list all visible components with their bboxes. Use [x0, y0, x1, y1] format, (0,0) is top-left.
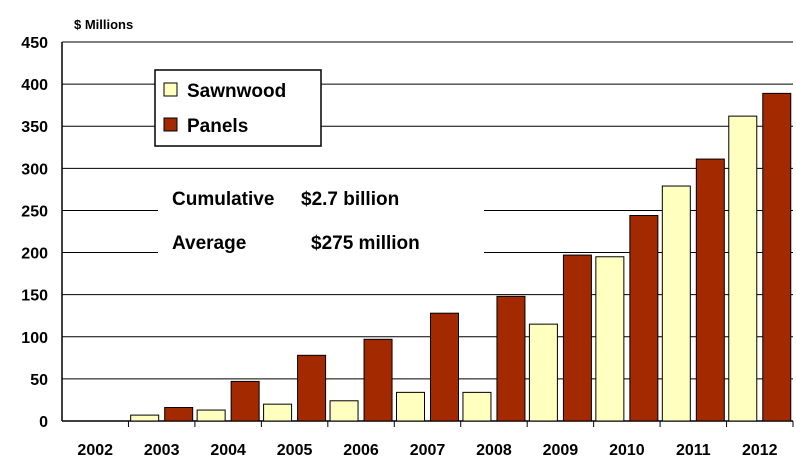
bar-sawnwood-2003	[130, 414, 160, 422]
x-tick-label: 2003	[144, 442, 180, 459]
legend-box	[154, 69, 322, 147]
x-tick-label: 2008	[476, 442, 512, 459]
y-tick-label: 300	[21, 161, 48, 178]
bar-sawnwood-2006	[329, 400, 359, 422]
bar-panels-2006	[363, 338, 393, 422]
y-tick-label: 50	[30, 372, 48, 389]
y-tick-label: 350	[21, 119, 48, 136]
bar-panels-2009	[562, 254, 592, 422]
bar-sawnwood-2004	[196, 409, 226, 422]
bar-panels-2005	[297, 354, 327, 422]
bar-sawnwood-2005	[263, 403, 293, 422]
y-unit-label: $ Millions	[74, 17, 133, 32]
y-tick-label: 0	[39, 414, 48, 431]
y-tick-label: 250	[21, 203, 48, 220]
y-tick-label: 150	[21, 288, 48, 305]
annotation-background	[158, 172, 484, 264]
bar-sawnwood-2012	[728, 115, 758, 422]
x-tick-label: 2006	[343, 442, 379, 459]
y-tick-label: 200	[21, 246, 48, 263]
x-tick-label: 2009	[543, 442, 579, 459]
y-tick-label: 400	[21, 77, 48, 94]
bar-sawnwood-2010	[595, 256, 625, 422]
x-tick-label: 2012	[742, 442, 778, 459]
bar-panels-2008	[496, 295, 526, 422]
bar-panels-2007	[430, 312, 459, 422]
bar-sawnwood-2008	[462, 391, 492, 422]
bars	[130, 92, 792, 422]
bar-sawnwood-2007	[396, 391, 425, 422]
legend-swatch-panels	[163, 117, 178, 132]
bar-panels-2012	[762, 92, 792, 422]
legend: Sawnwood Panels	[154, 69, 322, 147]
x-tick-label: 2010	[609, 442, 645, 459]
legend-label-sawnwood: Sawnwood	[187, 81, 286, 102]
bar-panels-2003	[164, 407, 194, 422]
x-tick-label: 2005	[277, 442, 313, 459]
y-tick-label: 450	[21, 35, 48, 52]
x-tick-label: 2011	[676, 442, 711, 459]
bar-panels-2011	[695, 158, 725, 422]
annotation-cumulative-value: $2.7 billion	[301, 189, 399, 210]
y-axis-ticks: 0 50 100 150 200 250 300 350 400 450	[21, 35, 48, 431]
bar-panels-2010	[629, 214, 659, 422]
bar-sawnwood-2011	[661, 185, 691, 422]
x-tick-label: 2002	[77, 442, 113, 459]
annotation-average-label: Average	[172, 233, 246, 254]
x-axis-ticks: 2002 2003 2004 2005 2006 2007 2008 2009 2010 2011…	[77, 421, 794, 459]
y-tick-label: 100	[21, 330, 48, 347]
annotation-average-value: $275 million	[311, 233, 420, 254]
legend-label-panels: Panels	[187, 116, 248, 137]
x-tick-label: 2007	[410, 442, 446, 459]
bar-panels-2004	[230, 380, 260, 422]
annotation-cumulative-label: Cumulative	[172, 189, 274, 210]
x-tick-label: 2004	[210, 442, 246, 459]
bar-sawnwood-2009	[528, 323, 558, 422]
legend-swatch-sawnwood	[163, 82, 178, 97]
